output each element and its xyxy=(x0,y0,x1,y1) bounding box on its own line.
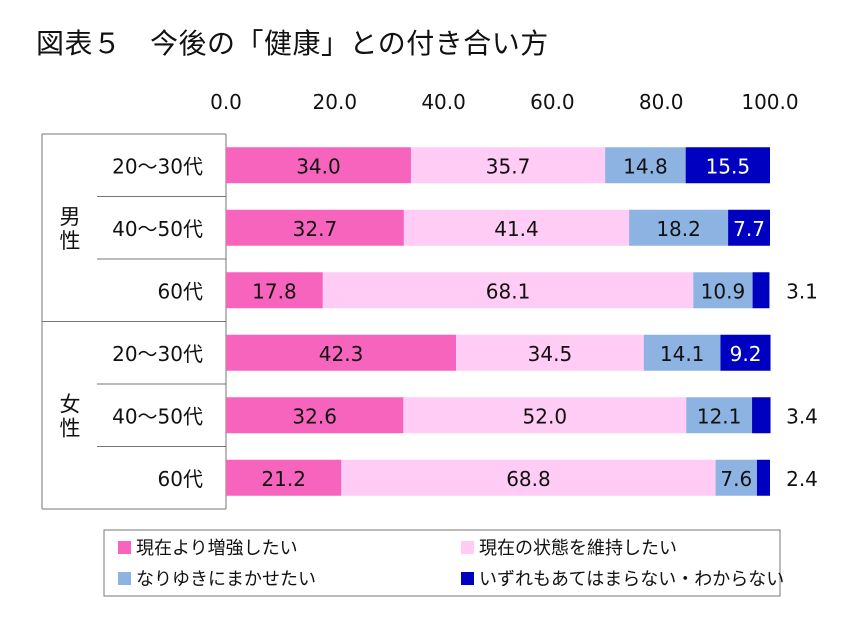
data-label: 52.0 xyxy=(523,404,568,428)
legend-swatch xyxy=(461,572,474,585)
bar-segment xyxy=(629,209,729,246)
data-label: 41.4 xyxy=(494,217,539,241)
category-label: 60代 xyxy=(158,279,203,303)
x-tick-label: 100.0 xyxy=(741,90,798,114)
bar-segment xyxy=(322,272,694,309)
data-label: 10.9 xyxy=(701,279,746,303)
bar-segment xyxy=(456,334,644,371)
legend-swatch xyxy=(118,541,131,554)
data-label: 32.6 xyxy=(292,404,337,428)
legend-swatch xyxy=(118,572,131,585)
bar-segment xyxy=(686,397,753,434)
bar-segment xyxy=(685,147,770,184)
bar-segment xyxy=(226,272,323,309)
category-label: 20～30代 xyxy=(112,342,203,366)
legend-swatch xyxy=(461,541,474,554)
bar-segment xyxy=(226,397,404,434)
bar-segment xyxy=(226,459,342,496)
bar-segment xyxy=(226,147,411,184)
bar-segment xyxy=(410,147,606,184)
chart-title: 図表５ 今後の「健康」との付き合い方 xyxy=(36,27,549,60)
data-label: 3.4 xyxy=(786,404,818,428)
bar-segment xyxy=(403,397,687,434)
bar-segment xyxy=(643,334,721,371)
x-tick-label: 80.0 xyxy=(639,90,684,114)
category-label: 40～50代 xyxy=(112,217,203,241)
data-label: 12.1 xyxy=(697,404,742,428)
bar-segment xyxy=(715,459,757,496)
data-label: 68.8 xyxy=(506,467,551,491)
data-label: 9.2 xyxy=(730,342,762,366)
data-label: 14.1 xyxy=(660,342,705,366)
bar-segment xyxy=(226,209,404,246)
data-label: 21.2 xyxy=(261,467,306,491)
data-label: 35.7 xyxy=(486,154,531,178)
x-tick-label: 40.0 xyxy=(421,90,466,114)
legend-box xyxy=(103,529,781,597)
category-label: 20～30代 xyxy=(112,154,203,178)
data-label: 7.7 xyxy=(733,217,765,241)
bar-segment xyxy=(728,209,770,246)
x-tick-label: 20.0 xyxy=(313,90,358,114)
data-label: 15.5 xyxy=(706,154,751,178)
bar-segment xyxy=(693,272,753,309)
data-label: 14.8 xyxy=(623,154,668,178)
bar-segment xyxy=(605,147,686,184)
data-label: 17.8 xyxy=(252,279,297,303)
bar-segment xyxy=(341,459,716,496)
x-tick-label: 0.0 xyxy=(210,90,242,114)
group-label: 女性 xyxy=(60,392,81,440)
bar-segment xyxy=(403,209,630,246)
legend-label: いずれもあてはまらない・わからない xyxy=(479,569,784,590)
data-label: 32.7 xyxy=(293,217,338,241)
data-label: 2.4 xyxy=(786,467,818,491)
category-label: 40～50代 xyxy=(112,404,203,428)
data-label: 34.5 xyxy=(528,342,573,366)
legend-label: なりゆきにまかせたい xyxy=(136,569,316,590)
category-label: 60代 xyxy=(158,467,203,491)
data-label: 34.0 xyxy=(296,154,341,178)
bar-segment xyxy=(226,334,457,371)
bar-segment xyxy=(752,272,770,309)
data-label: 7.6 xyxy=(720,467,752,491)
data-label: 68.1 xyxy=(486,279,531,303)
group-label: 男性 xyxy=(60,205,81,253)
data-label: 42.3 xyxy=(319,342,364,366)
data-label: 3.1 xyxy=(786,279,818,303)
data-label: 18.2 xyxy=(656,217,701,241)
bar-segment xyxy=(752,397,771,434)
legend-label: 現在より増強したい xyxy=(136,538,298,559)
bar-segment xyxy=(720,334,771,371)
x-tick-label: 60.0 xyxy=(530,90,575,114)
legend-label: 現在の状態を維持したい xyxy=(479,538,677,559)
bar-segment xyxy=(756,459,770,496)
